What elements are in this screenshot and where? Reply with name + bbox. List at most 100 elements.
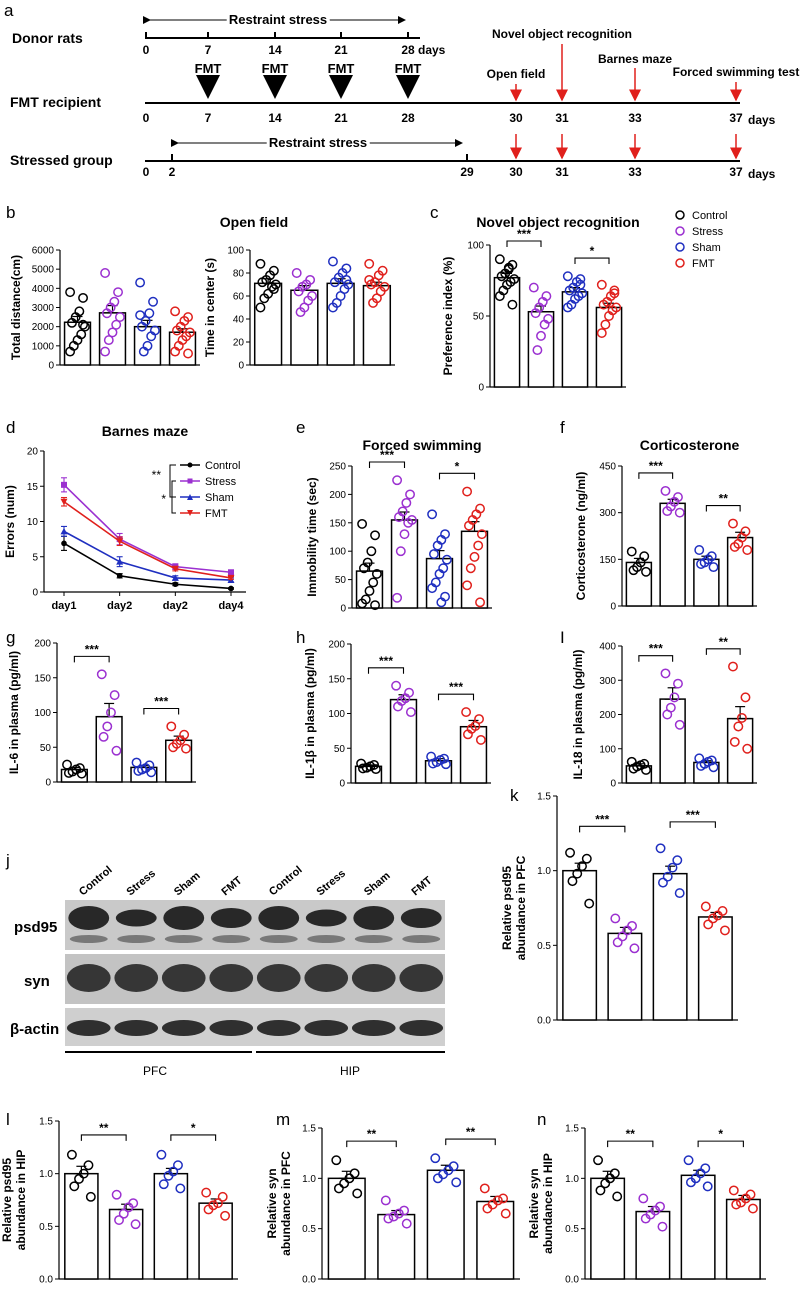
data-point-fmt: [596, 328, 607, 338]
y-tick-label: 0: [478, 383, 484, 394]
data-point-sham: [440, 759, 451, 770]
y-tick-label: 0.5: [302, 1224, 316, 1235]
data-point-control: [368, 577, 379, 588]
data-point-stress: [118, 1208, 129, 1219]
bar-stress: [390, 519, 419, 609]
data-point-stress: [100, 268, 111, 278]
data-point-stress: [674, 507, 685, 518]
data-point-control: [595, 1185, 606, 1196]
data-point-stress: [98, 731, 109, 742]
data-point-control: [496, 271, 507, 282]
y-axis-label-line: abundance in PFC: [514, 855, 528, 960]
data-point-control: [331, 1155, 342, 1166]
data-point-stress: [399, 529, 410, 540]
bar-fmt: [697, 916, 733, 1021]
y-tick-label: 100: [329, 547, 346, 558]
data-point-fmt: [728, 1185, 739, 1196]
data-point-stress: [640, 1213, 651, 1224]
data-point-fmt: [728, 661, 738, 672]
donor-tick-0: 0: [143, 43, 150, 57]
data-point-stress: [662, 709, 673, 720]
data-point-sham: [137, 321, 147, 332]
stressed-tick-31: 31: [555, 165, 569, 179]
panel-a-timeline: a Donor rats Restraint stress 0 7 14 21 …: [4, 1, 799, 181]
data-point-fmt: [170, 306, 181, 317]
data-point-fmt: [740, 692, 751, 703]
data-point-control: [364, 586, 375, 596]
stressed-label: Stressed group: [10, 152, 113, 168]
significance-bracket: [438, 472, 476, 480]
y-tick-label: 400: [599, 642, 616, 653]
data-point-stress: [638, 1193, 649, 1204]
blot-region-pfc: PFC: [143, 1064, 167, 1078]
data-point-sham: [116, 558, 124, 565]
bar-sham: [652, 872, 688, 1021]
data-point-fmt: [170, 346, 181, 357]
data-point-stress: [107, 327, 118, 338]
data-point-control: [628, 565, 639, 576]
data-point-sham: [427, 583, 438, 594]
data-point-control: [228, 585, 234, 592]
blot-band-syn: [161, 964, 206, 992]
blot-band-psd95-lower: [117, 935, 156, 943]
bar-stress: [635, 1210, 671, 1280]
y-axis-label: IL-1β in plasma (pg/ml): [303, 648, 317, 779]
chart-m: 0.0 0.5 1.0 1.5 Relative synabundance in PFC…: [265, 1110, 520, 1286]
data-point-sham: [428, 758, 438, 769]
data-point-fmt: [736, 1197, 746, 1208]
data-point-fmt: [171, 565, 179, 573]
data-point-stress: [380, 1195, 391, 1206]
y-tick-label: 450: [599, 462, 616, 473]
data-point-sham: [696, 559, 706, 569]
data-point-control: [503, 262, 514, 273]
chart-b2: 0 20 40 60 80 100 Time in center (s): [203, 246, 395, 372]
data-point-control: [584, 898, 595, 909]
y-tick-label: 0: [48, 361, 54, 372]
y-tick-label: 0.5: [565, 1224, 579, 1235]
data-point-stress: [405, 489, 415, 500]
y-tick-label: 1.0: [39, 1169, 53, 1180]
data-point-sham: [427, 509, 438, 520]
data-point-sham: [341, 274, 352, 285]
data-point-stress: [392, 475, 403, 486]
data-point-sham: [426, 751, 437, 762]
donor-stress-label: Restraint stress: [229, 12, 327, 27]
data-point-control: [494, 254, 505, 265]
data-point-stress: [399, 1205, 410, 1216]
blot-lane-label: Sham: [362, 870, 393, 899]
data-point-control: [76, 768, 87, 779]
y-axis-label: Time in center (s): [203, 258, 217, 357]
data-point-control: [359, 563, 369, 574]
y-tick-label: 100: [599, 744, 616, 755]
data-point-sham: [562, 302, 573, 313]
y-axis-label: Preference index (%): [441, 257, 455, 376]
donor-tick-7: 7: [205, 43, 212, 57]
data-point-sham: [436, 597, 447, 608]
bar-stress: [659, 502, 686, 607]
y-tick-label: 1.0: [302, 1174, 316, 1185]
barnes-legend-sham: Sham: [205, 492, 234, 504]
data-point-stress: [393, 1208, 404, 1219]
significance-bracket: [574, 257, 610, 265]
data-point-stress: [228, 569, 234, 576]
chart-b1: 0 1000 2000 3000 4000 5000 6000 Total distance(…: [6, 203, 200, 372]
blot-band-actin: [114, 1020, 159, 1036]
data-point-fmt: [476, 529, 487, 540]
significance-bracket: [367, 667, 405, 674]
significance-bracket: [346, 1140, 397, 1148]
blot-lane-label: Control: [267, 864, 305, 898]
data-point-stress: [103, 335, 114, 346]
test-label-novel-object: Novel object recognition: [492, 27, 632, 41]
bar-fmt: [362, 284, 392, 366]
data-point-stress: [617, 931, 628, 942]
bar-control: [562, 869, 598, 1021]
panel-letter-f: f: [560, 418, 565, 437]
data-point-fmt: [181, 743, 191, 754]
data-point-stress: [669, 692, 680, 703]
significance-label: *: [718, 1127, 723, 1141]
y-tick-label: 150: [329, 518, 346, 529]
data-point-stress: [530, 308, 541, 319]
barnes-legend-fmt: FMT: [205, 508, 228, 520]
legend-label-stress: Stress: [692, 226, 724, 238]
test-label-open-field: Open field: [487, 67, 546, 81]
